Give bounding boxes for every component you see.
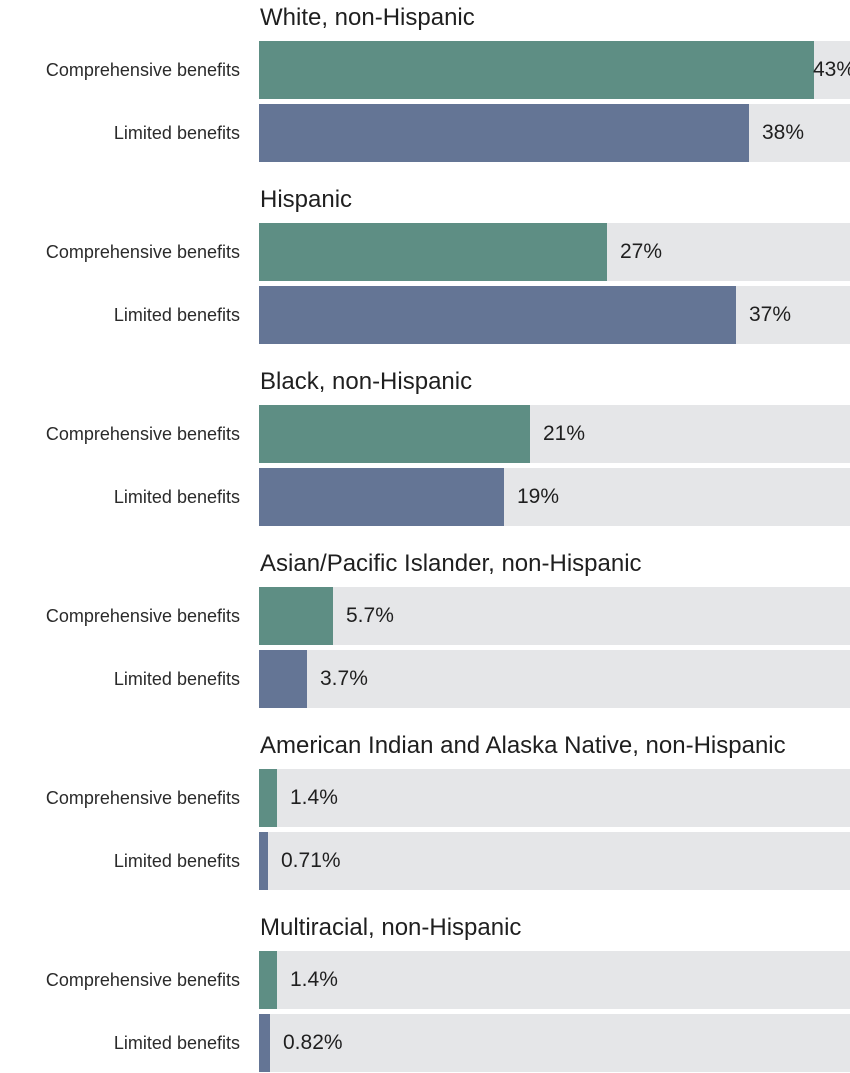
group-title: Hispanic [260,186,353,213]
row-label: Limited benefits [113,669,240,689]
group-title: Asian/Pacific Islander, non-Hispanic [260,550,642,577]
comprehensive-bar [259,587,333,645]
bar-track: 1.4% [259,769,850,827]
group-title: Black, non-Hispanic [260,368,473,395]
bar-track: 21% [259,405,850,463]
limited-bar [259,468,504,526]
row-label: Comprehensive benefits [45,606,240,626]
value-label: 21% [543,422,586,445]
bar-track: 27% [259,223,850,281]
bar-track: 1.4% [259,951,850,1009]
value-label: 0.71% [281,849,341,872]
bar-track: 19% [259,468,850,526]
value-label: 37% [749,303,792,326]
limited-bar [259,286,736,344]
row-label: Limited benefits [113,1033,240,1053]
row-label: Limited benefits [113,123,240,143]
bar-track: 3.7% [259,650,850,708]
group-title: White, non-Hispanic [260,4,475,31]
bar-track: 37% [259,286,850,344]
limited-bar [259,650,307,708]
row-label: Limited benefits [113,305,240,325]
value-label: 5.7% [346,604,394,627]
value-label: 43% [813,58,850,81]
bar-track: 38% [259,104,850,162]
row-label: Limited benefits [113,851,240,871]
comprehensive-bar [259,41,814,99]
value-label: 1.4% [290,968,338,991]
bar-track: 0.71% [259,832,850,890]
comprehensive-bar [259,769,277,827]
bar-track: 0.82% [259,1014,850,1072]
row-label: Comprehensive benefits [45,60,240,80]
row-label: Limited benefits [113,487,240,507]
value-label: 0.82% [283,1031,343,1054]
limited-bar [259,832,268,890]
value-label: 3.7% [320,667,368,690]
limited-bar [259,1014,270,1072]
value-label: 38% [762,121,805,144]
row-label: Comprehensive benefits [45,242,240,262]
bar-track: 43% [259,41,850,99]
group-title: Multiracial, non-Hispanic [260,914,522,941]
value-label: 1.4% [290,786,338,809]
row-label: Comprehensive benefits [45,788,240,808]
limited-bar [259,104,749,162]
group-title: American Indian and Alaska Native, non-H… [260,732,786,759]
bar-track: 5.7% [259,587,850,645]
comprehensive-bar [259,223,607,281]
row-label: Comprehensive benefits [45,970,240,990]
comprehensive-bar [259,405,530,463]
comprehensive-bar [259,951,277,1009]
value-label: 19% [517,485,560,508]
row-label: Comprehensive benefits [45,424,240,444]
value-label: 27% [620,240,663,263]
